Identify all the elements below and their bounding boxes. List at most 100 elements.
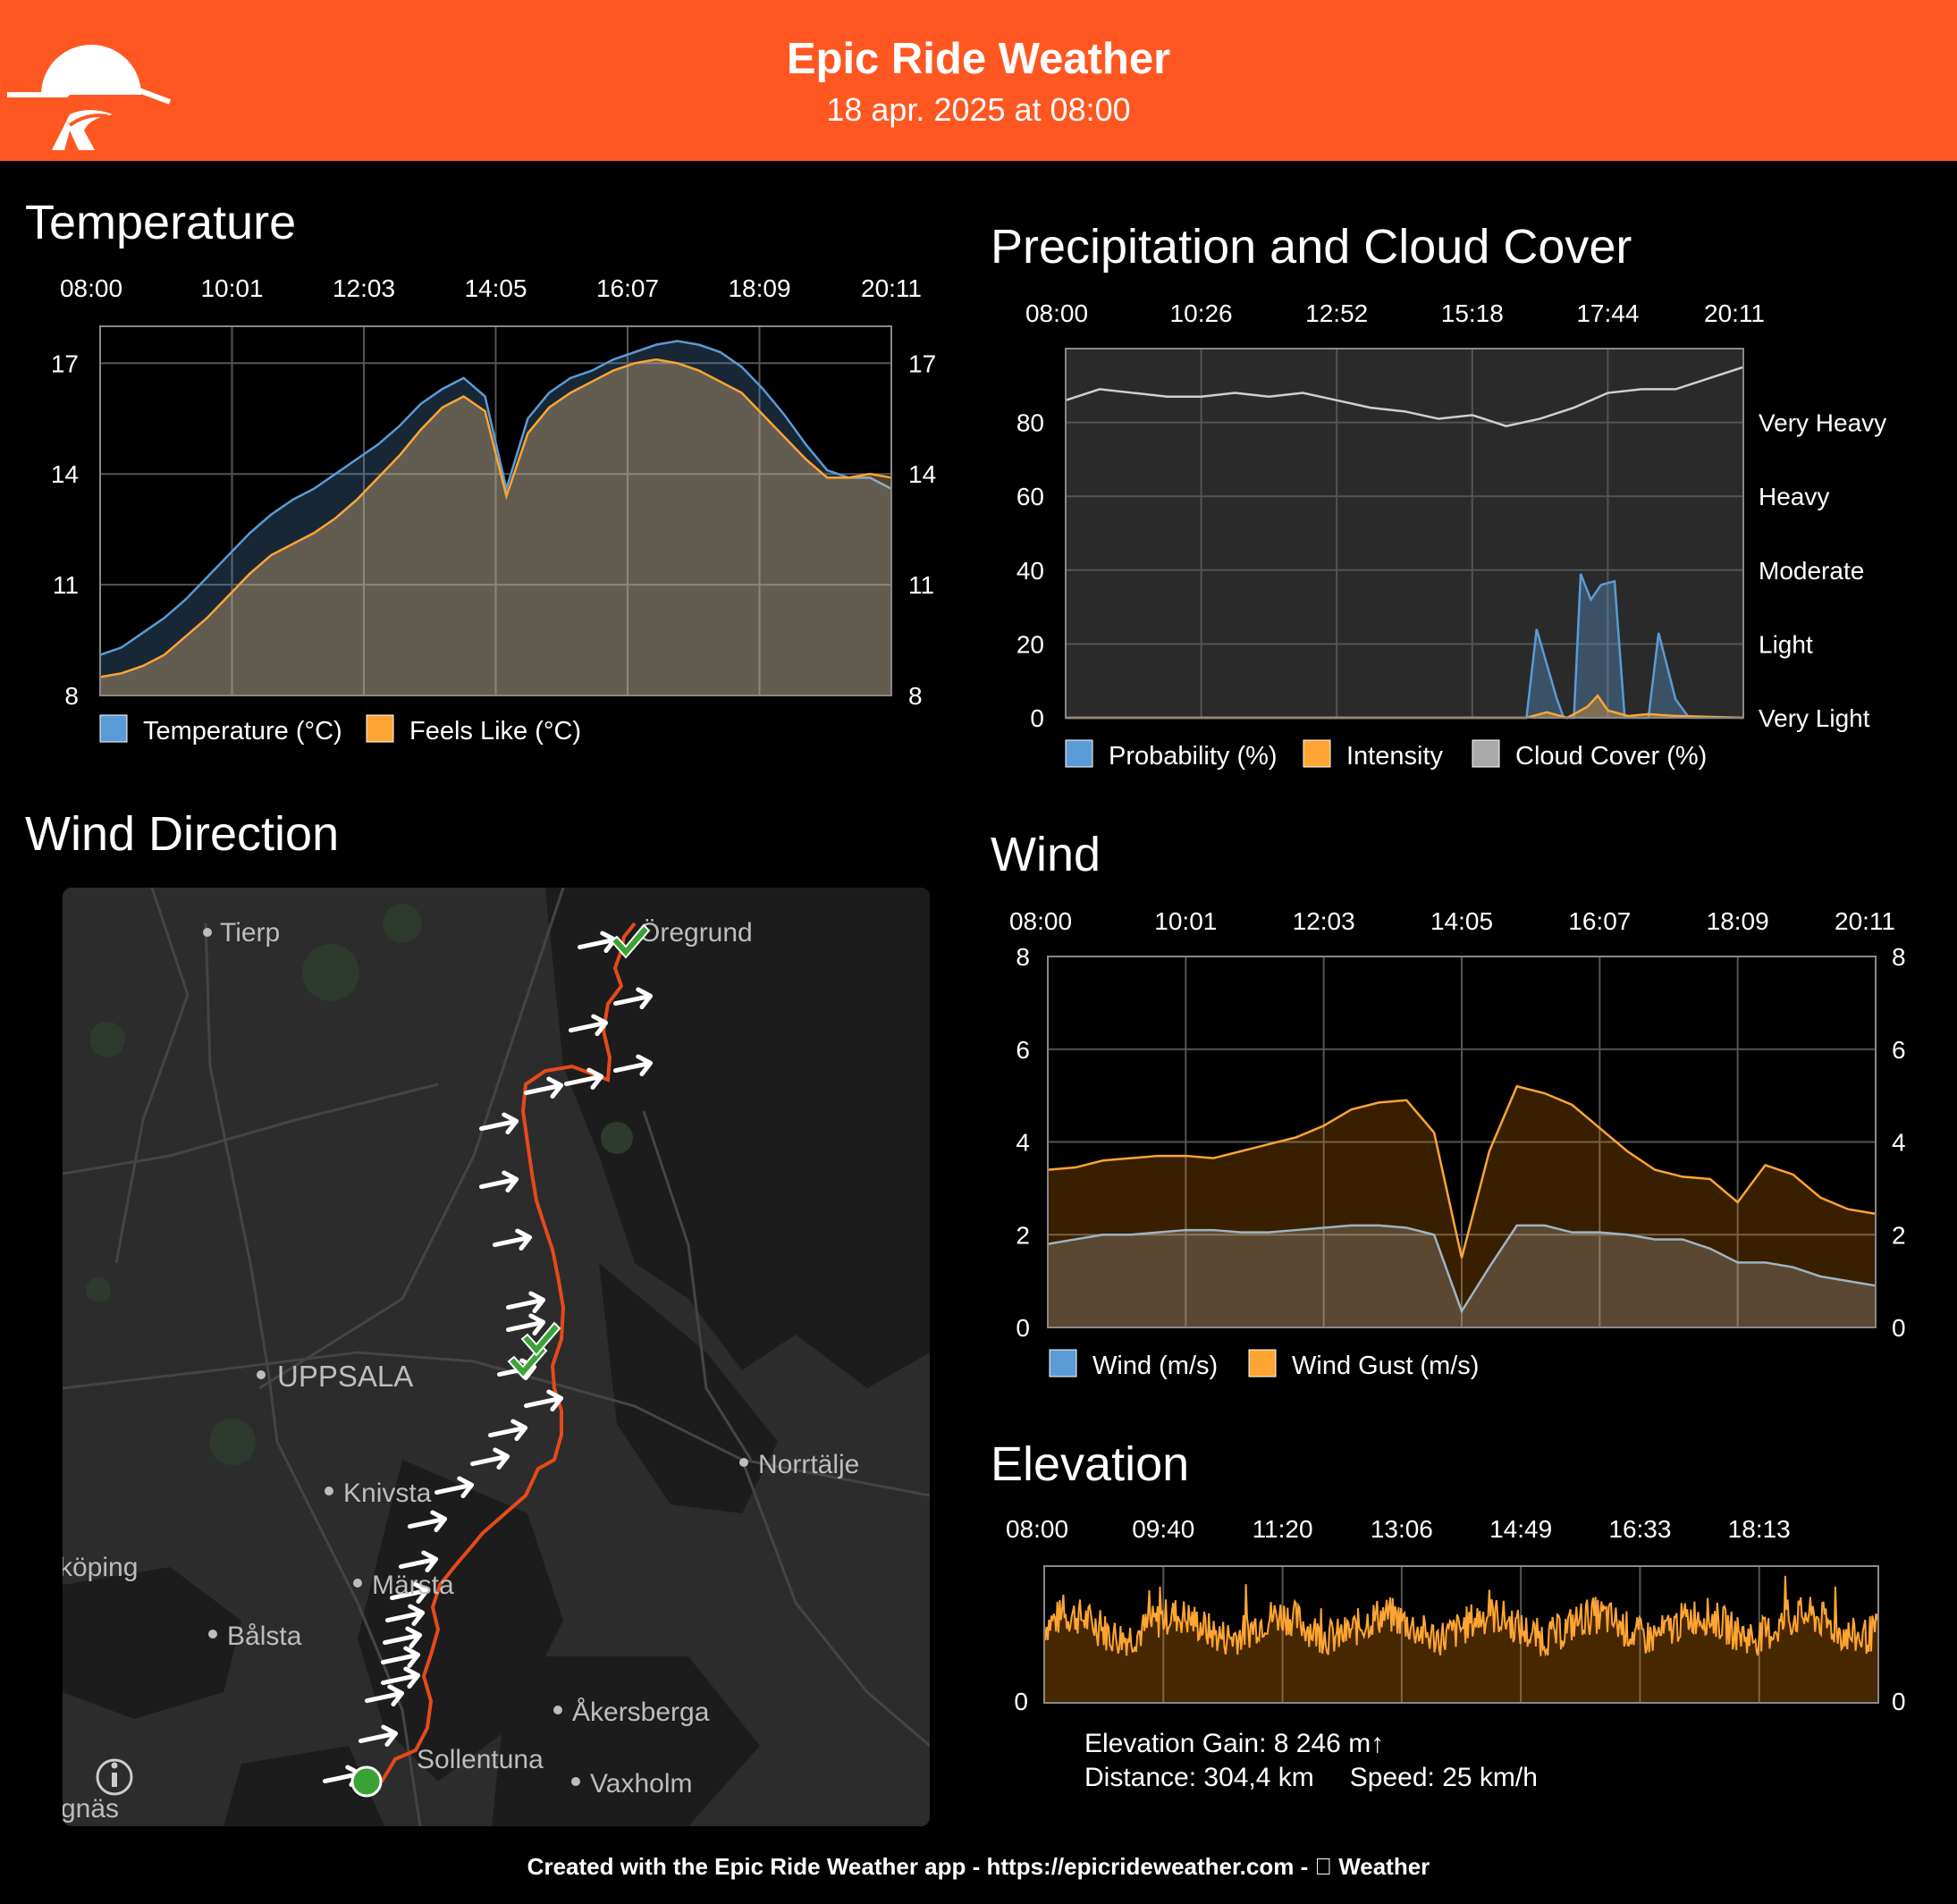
map-label-oregrund: Öregrund: [639, 918, 753, 948]
x-tick-label: 16:33: [1608, 1515, 1671, 1543]
legend-swatch: [99, 714, 128, 743]
wind-arrow-icon: [478, 1170, 519, 1193]
wind-arrow-icon: [434, 1476, 475, 1499]
elevation-gain: Elevation Gain: 8 246 m↑: [1084, 1729, 1385, 1758]
x-tick-label: 18:09: [1707, 907, 1769, 935]
wind-arrow-icon: [389, 1581, 430, 1605]
legend-label: Cloud Cover (%): [1515, 742, 1707, 771]
x-tick-label: 12:52: [1305, 299, 1368, 327]
y2-tick-label: 6: [1892, 1036, 1906, 1064]
y2-tick-label: 4: [1892, 1129, 1906, 1157]
y2-tick-label: 2: [1892, 1221, 1906, 1249]
x-tick-label: 08:00: [1025, 299, 1088, 327]
y-tick-label: 8: [1016, 943, 1030, 971]
footer-credit: Created with the Epic Ride Weather app -…: [527, 1853, 1430, 1880]
y2-category-label: Light: [1759, 630, 1813, 658]
y-tick-label: 6: [1016, 1036, 1030, 1064]
wind-chart-svg: 0 0 2 2 4 4 6 6 8 8 08:00 10:01 12:03 14:05 16:07 18:09…: [1009, 907, 1906, 1380]
wind-arrow-icon: [478, 1112, 519, 1135]
legend-swatch: [1049, 1349, 1077, 1377]
x-tick-label: 12:03: [333, 274, 395, 302]
legend-label: Probability (%): [1109, 742, 1278, 771]
x-tick-label: 08:00: [1009, 907, 1072, 935]
wind-arrow-icon: [505, 1313, 546, 1336]
x-tick-label: 15:18: [1441, 299, 1504, 327]
temperature-title: Temperature: [25, 196, 297, 249]
series-area-wind-gust: [1048, 1086, 1876, 1327]
x-tick-label: 11:20: [1253, 1515, 1313, 1543]
y-tick-label: 17: [51, 350, 79, 377]
wind-arrow-icon: [364, 1684, 405, 1707]
x-tick-label: 13:06: [1371, 1515, 1433, 1543]
wind-chart: 0 0 2 2 4 4 6 6 8 8 08:00 10:01 12:03 14:05 16:07 18:09…: [966, 894, 1957, 1394]
elevation-chart-svg: 08:00 09:40 11:20 13:06 14:49 16:33 18:13 0 0: [1006, 1515, 1906, 1715]
wind-arrow-icon: [407, 1510, 448, 1533]
y-tick-label: 60: [1016, 483, 1044, 510]
precipitation-title: Precipitation and Cloud Cover: [991, 220, 1632, 274]
map-forest: [86, 904, 633, 1465]
precipitation-chart-svg: 0 Very Light 20 Light 40 Moderate 60 Heavy 80 Ver…: [1016, 299, 1886, 771]
wind-arrow-icon: [398, 1550, 439, 1573]
ride-stats: Elevation Gain: 8 246 m↑ Distance: 304,4…: [1084, 1727, 1538, 1795]
map-label-balsta: Bålsta: [227, 1622, 302, 1651]
route-line: [380, 922, 637, 1783]
plot-frame: [99, 325, 892, 696]
y-tick-label: 40: [1016, 557, 1044, 585]
map-terrain: [63, 888, 930, 1826]
plot-frame: [1047, 956, 1877, 1328]
y-tick-label: 80: [1016, 409, 1044, 437]
legend-label: Wind Gust (m/s): [1292, 1352, 1479, 1380]
y2-tick-label: 8: [908, 682, 923, 710]
legend-swatch: [366, 714, 394, 743]
map-label-norrtalje: Norrtälje: [758, 1450, 859, 1479]
wind-arrow-icon: [487, 1419, 528, 1442]
elevation-area: [1044, 1575, 1878, 1703]
series-line-feels-like: [99, 358, 892, 678]
app-header: Epic Ride Weather 18 apr. 2025 at 08:00: [0, 0, 1957, 161]
map-label-vaxholm: Vaxholm: [590, 1769, 693, 1799]
x-tick-label: 10:26: [1170, 299, 1233, 327]
x-tick-label: 20:11: [1704, 299, 1765, 327]
map-info-icon[interactable]: [96, 1758, 133, 1796]
series-line-intensity: [1066, 694, 1744, 720]
y-tick-label: 20: [1016, 630, 1044, 658]
series-area-temperature: [100, 341, 891, 695]
wind-arrow-icon: [523, 1076, 564, 1099]
legend-swatch: [1472, 739, 1500, 768]
route-map-svg: Tierp Öregrund UPPSALA Norrtälje Knivsta…: [63, 888, 930, 1826]
elevation-line: [1043, 1575, 1879, 1657]
map-label-gnas: gnäs: [63, 1794, 119, 1824]
legend-swatch: [1065, 739, 1093, 768]
y-tick-label: 11: [53, 571, 79, 599]
map-labels: Tierp Öregrund UPPSALA Norrtälje Knivsta…: [63, 918, 859, 1824]
y2-category-label: Very Heavy: [1759, 409, 1886, 437]
plot-frame: [1065, 348, 1744, 719]
x-tick-label: 14:05: [464, 274, 527, 302]
map-label-marsta: Märsta: [372, 1571, 454, 1600]
y-tick-label: 0: [1014, 1688, 1028, 1715]
x-tick-label: 16:07: [596, 274, 659, 302]
map-label-akersberga: Åkersberga: [572, 1698, 710, 1727]
x-tick-label: 20:11: [861, 274, 922, 302]
series-area-wind: [1048, 1225, 1876, 1327]
start-marker-icon: [350, 1765, 383, 1798]
elevation-chart: 08:00 09:40 11:20 13:06 14:49 16:33 18:13 0 0: [966, 1502, 1957, 1716]
y-tick-label: 0: [1030, 704, 1044, 732]
wind-arrow-icon: [612, 1054, 654, 1077]
wind-arrow-icon: [505, 1291, 546, 1314]
series-area-feels-like: [100, 359, 891, 695]
y2-tick-label: 11: [908, 571, 934, 599]
route-map[interactable]: Tierp Öregrund UPPSALA Norrtälje Knivsta…: [63, 888, 930, 1826]
y2-category-label: Moderate: [1759, 557, 1864, 585]
temperature-chart: 8 8 11 11 14 14 17 17 08:00 10:01 12:03 14:05 16:07 1…: [0, 259, 966, 769]
wind-arrow-icon: [469, 1447, 510, 1470]
precipitation-chart: 0 Very Light 20 Light 40 Moderate 60 Heavy 80 Ver…: [966, 286, 1957, 796]
distance-value: Distance: 304,4 km: [1084, 1763, 1314, 1792]
wind-arrow-icon: [523, 1389, 564, 1412]
y-tick-label: 4: [1016, 1129, 1030, 1157]
wind-arrow-icon: [612, 987, 654, 1010]
ride-date: 18 apr. 2025 at 08:00: [826, 91, 1131, 128]
wind-arrow-icon: [380, 1646, 421, 1669]
series-line-cloud-cover: [1065, 366, 1744, 428]
wind-arrow-icon: [380, 1666, 421, 1689]
